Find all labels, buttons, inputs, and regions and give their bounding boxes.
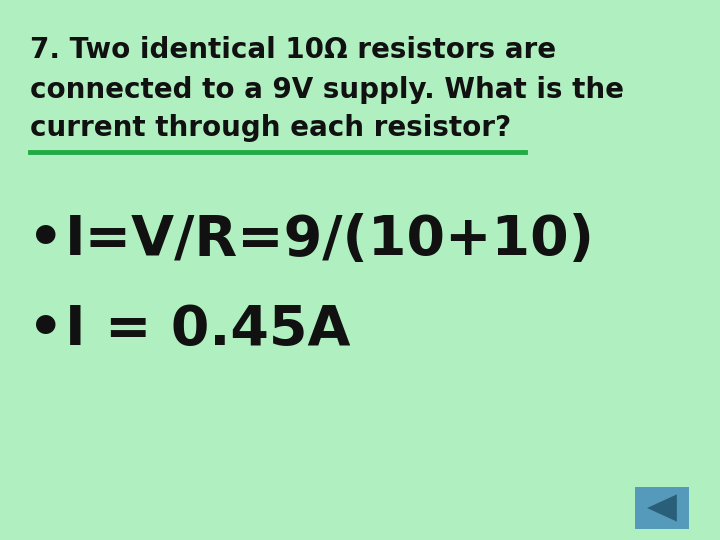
Text: •: •	[28, 303, 63, 357]
Text: I = 0.45A: I = 0.45A	[65, 303, 351, 357]
Polygon shape	[647, 494, 677, 522]
Text: 7. Two identical 10Ω resistors are: 7. Two identical 10Ω resistors are	[30, 36, 556, 64]
Text: current through each resistor?: current through each resistor?	[30, 114, 511, 142]
FancyBboxPatch shape	[635, 487, 689, 529]
Text: connected to a 9V supply. What is the: connected to a 9V supply. What is the	[30, 76, 624, 104]
Text: I=V/R=9/(10+10): I=V/R=9/(10+10)	[65, 213, 595, 267]
Text: •: •	[28, 213, 63, 267]
